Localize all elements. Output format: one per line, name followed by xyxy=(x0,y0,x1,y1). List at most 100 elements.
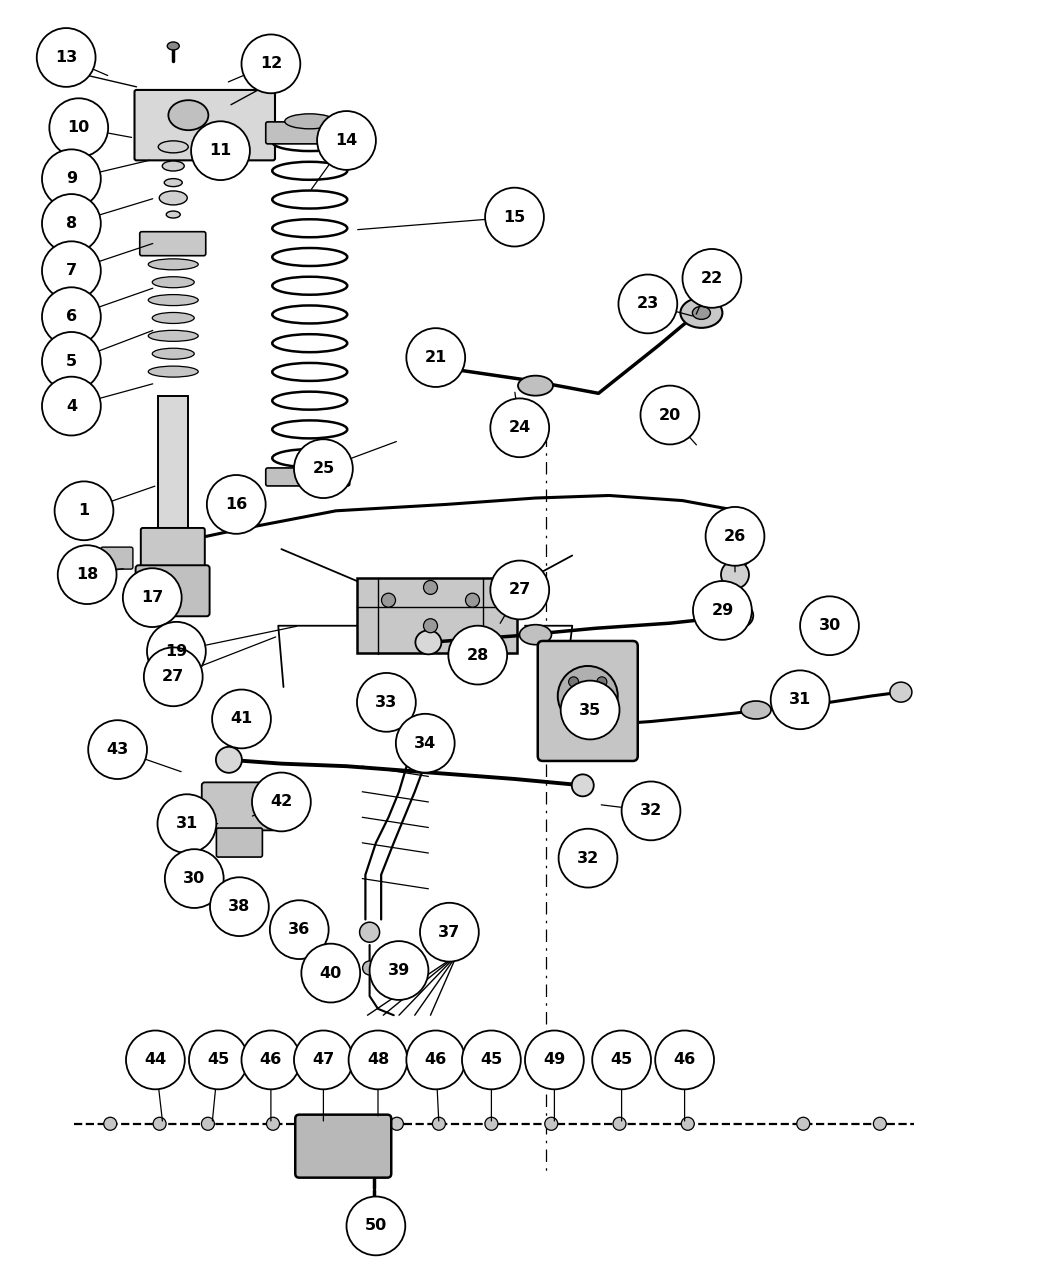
FancyBboxPatch shape xyxy=(135,566,210,617)
Ellipse shape xyxy=(324,1117,337,1130)
Ellipse shape xyxy=(429,355,457,381)
Circle shape xyxy=(622,782,680,840)
Text: 32: 32 xyxy=(639,803,663,819)
Text: 45: 45 xyxy=(610,1052,633,1068)
Circle shape xyxy=(381,594,396,607)
Circle shape xyxy=(423,619,438,632)
Text: 34: 34 xyxy=(414,736,437,751)
Ellipse shape xyxy=(433,1117,445,1130)
Text: 49: 49 xyxy=(543,1052,566,1068)
Text: 27: 27 xyxy=(508,582,531,598)
Ellipse shape xyxy=(485,1117,498,1130)
Circle shape xyxy=(569,677,579,687)
Text: 37: 37 xyxy=(438,925,461,940)
Ellipse shape xyxy=(160,192,187,204)
Circle shape xyxy=(559,829,617,888)
Text: 46: 46 xyxy=(424,1052,447,1068)
Circle shape xyxy=(242,1031,300,1089)
Circle shape xyxy=(42,377,101,435)
Ellipse shape xyxy=(148,295,198,305)
FancyBboxPatch shape xyxy=(134,89,275,161)
Text: 47: 47 xyxy=(312,1052,335,1068)
Circle shape xyxy=(525,1031,584,1089)
Circle shape xyxy=(396,714,455,773)
Text: 32: 32 xyxy=(576,850,600,866)
Ellipse shape xyxy=(152,349,194,359)
Circle shape xyxy=(800,596,859,655)
Circle shape xyxy=(42,332,101,391)
Circle shape xyxy=(242,34,300,93)
Ellipse shape xyxy=(391,1117,403,1130)
Text: 48: 48 xyxy=(366,1052,390,1068)
Circle shape xyxy=(490,398,549,457)
Text: 31: 31 xyxy=(175,816,198,831)
Ellipse shape xyxy=(692,306,711,319)
Text: 27: 27 xyxy=(162,669,185,684)
Text: 40: 40 xyxy=(319,965,342,981)
FancyBboxPatch shape xyxy=(158,396,188,536)
Ellipse shape xyxy=(285,114,335,129)
Text: 46: 46 xyxy=(259,1052,282,1068)
Ellipse shape xyxy=(159,140,188,153)
Text: 38: 38 xyxy=(228,899,251,914)
Circle shape xyxy=(49,98,108,157)
Ellipse shape xyxy=(518,375,553,396)
FancyBboxPatch shape xyxy=(538,641,637,761)
Circle shape xyxy=(191,121,250,180)
Circle shape xyxy=(349,1031,407,1089)
Text: 12: 12 xyxy=(259,56,282,72)
Circle shape xyxy=(558,667,617,725)
Circle shape xyxy=(655,1031,714,1089)
Text: 44: 44 xyxy=(144,1052,167,1068)
Circle shape xyxy=(575,684,600,707)
Ellipse shape xyxy=(153,1117,166,1130)
Text: 35: 35 xyxy=(579,702,602,718)
Circle shape xyxy=(490,561,549,619)
Circle shape xyxy=(485,188,544,246)
Text: 29: 29 xyxy=(711,603,734,618)
Circle shape xyxy=(252,773,311,831)
Text: 5: 5 xyxy=(66,354,77,369)
Circle shape xyxy=(55,481,113,540)
Circle shape xyxy=(370,941,428,1000)
Ellipse shape xyxy=(572,774,593,797)
Text: 28: 28 xyxy=(466,647,489,663)
Ellipse shape xyxy=(382,964,395,977)
Circle shape xyxy=(771,670,830,729)
FancyBboxPatch shape xyxy=(202,783,276,830)
Circle shape xyxy=(406,1031,465,1089)
Circle shape xyxy=(420,903,479,962)
Circle shape xyxy=(465,594,480,607)
Ellipse shape xyxy=(152,313,194,323)
Circle shape xyxy=(693,581,752,640)
Text: 1: 1 xyxy=(79,503,89,518)
Ellipse shape xyxy=(267,1117,279,1130)
Ellipse shape xyxy=(167,42,180,50)
Circle shape xyxy=(42,287,101,346)
Ellipse shape xyxy=(613,1117,626,1130)
Circle shape xyxy=(569,705,579,715)
Text: 8: 8 xyxy=(66,216,77,231)
Circle shape xyxy=(596,677,607,687)
Circle shape xyxy=(207,475,266,534)
Ellipse shape xyxy=(797,1117,810,1130)
Circle shape xyxy=(37,28,96,87)
Ellipse shape xyxy=(202,1117,214,1130)
Ellipse shape xyxy=(359,922,380,942)
Ellipse shape xyxy=(586,715,607,736)
Text: 4: 4 xyxy=(66,398,77,414)
Text: 9: 9 xyxy=(66,171,77,186)
Circle shape xyxy=(165,849,224,908)
Ellipse shape xyxy=(148,331,198,341)
Text: 24: 24 xyxy=(508,420,531,435)
Text: 6: 6 xyxy=(66,309,77,324)
Text: 42: 42 xyxy=(270,794,293,810)
Text: 39: 39 xyxy=(387,963,411,978)
Text: 19: 19 xyxy=(165,644,188,659)
Circle shape xyxy=(42,241,101,300)
Text: 30: 30 xyxy=(183,871,206,886)
FancyBboxPatch shape xyxy=(141,527,205,570)
Circle shape xyxy=(357,673,416,732)
Circle shape xyxy=(592,1031,651,1089)
Text: 17: 17 xyxy=(141,590,164,605)
